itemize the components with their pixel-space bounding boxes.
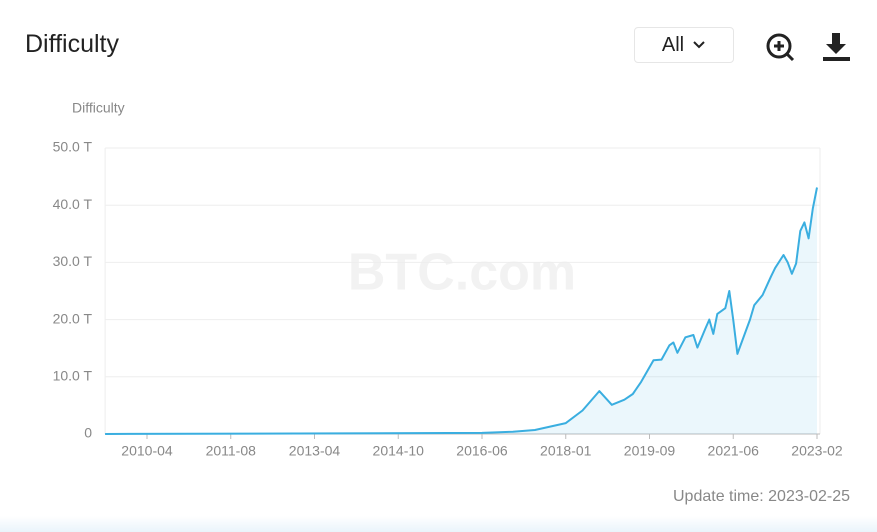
watermark: BTC.com <box>348 244 576 302</box>
y-tick-label: 20.0 T <box>53 310 93 326</box>
area <box>105 187 818 434</box>
x-tick-label: 2013-04 <box>289 443 341 459</box>
y-axis-label: Difficulty <box>72 100 125 116</box>
x-tick-label: 2023-02 <box>791 443 843 459</box>
y-tick-label: 30.0 T <box>53 253 93 269</box>
x-tick-label: 2011-08 <box>206 443 257 459</box>
range-label: All <box>661 33 685 56</box>
download-button[interactable] <box>821 31 853 63</box>
y-tick-label: 10.0 T <box>53 368 93 384</box>
x-tick-label: 2016-06 <box>456 443 508 459</box>
zoom-button[interactable] <box>764 31 796 63</box>
y-tick-label: 0 <box>84 425 92 441</box>
x-tick-label: 2021-06 <box>708 443 760 459</box>
y-tick-label: 50.0 T <box>53 139 93 155</box>
x-tick-label: 2018-01 <box>540 443 592 459</box>
title: Difficulty <box>25 30 120 58</box>
x-tick-label: 2010-04 <box>121 443 173 459</box>
x-tick-label: 2019-09 <box>624 443 676 459</box>
x-tick-label: 2014-10 <box>373 443 425 459</box>
y-tick-label: 40.0 T <box>53 196 93 212</box>
chevron <box>693 41 705 49</box>
chart: Difficulty BTC.com 0 10.0 T 20.0 T 30.0 T 40… <box>53 100 843 459</box>
range-dropdown[interactable]: All <box>634 27 734 63</box>
update-time: Update time: 2023-02-25 <box>673 488 850 505</box>
bottom-strip <box>0 516 877 532</box>
line <box>105 187 818 435</box>
